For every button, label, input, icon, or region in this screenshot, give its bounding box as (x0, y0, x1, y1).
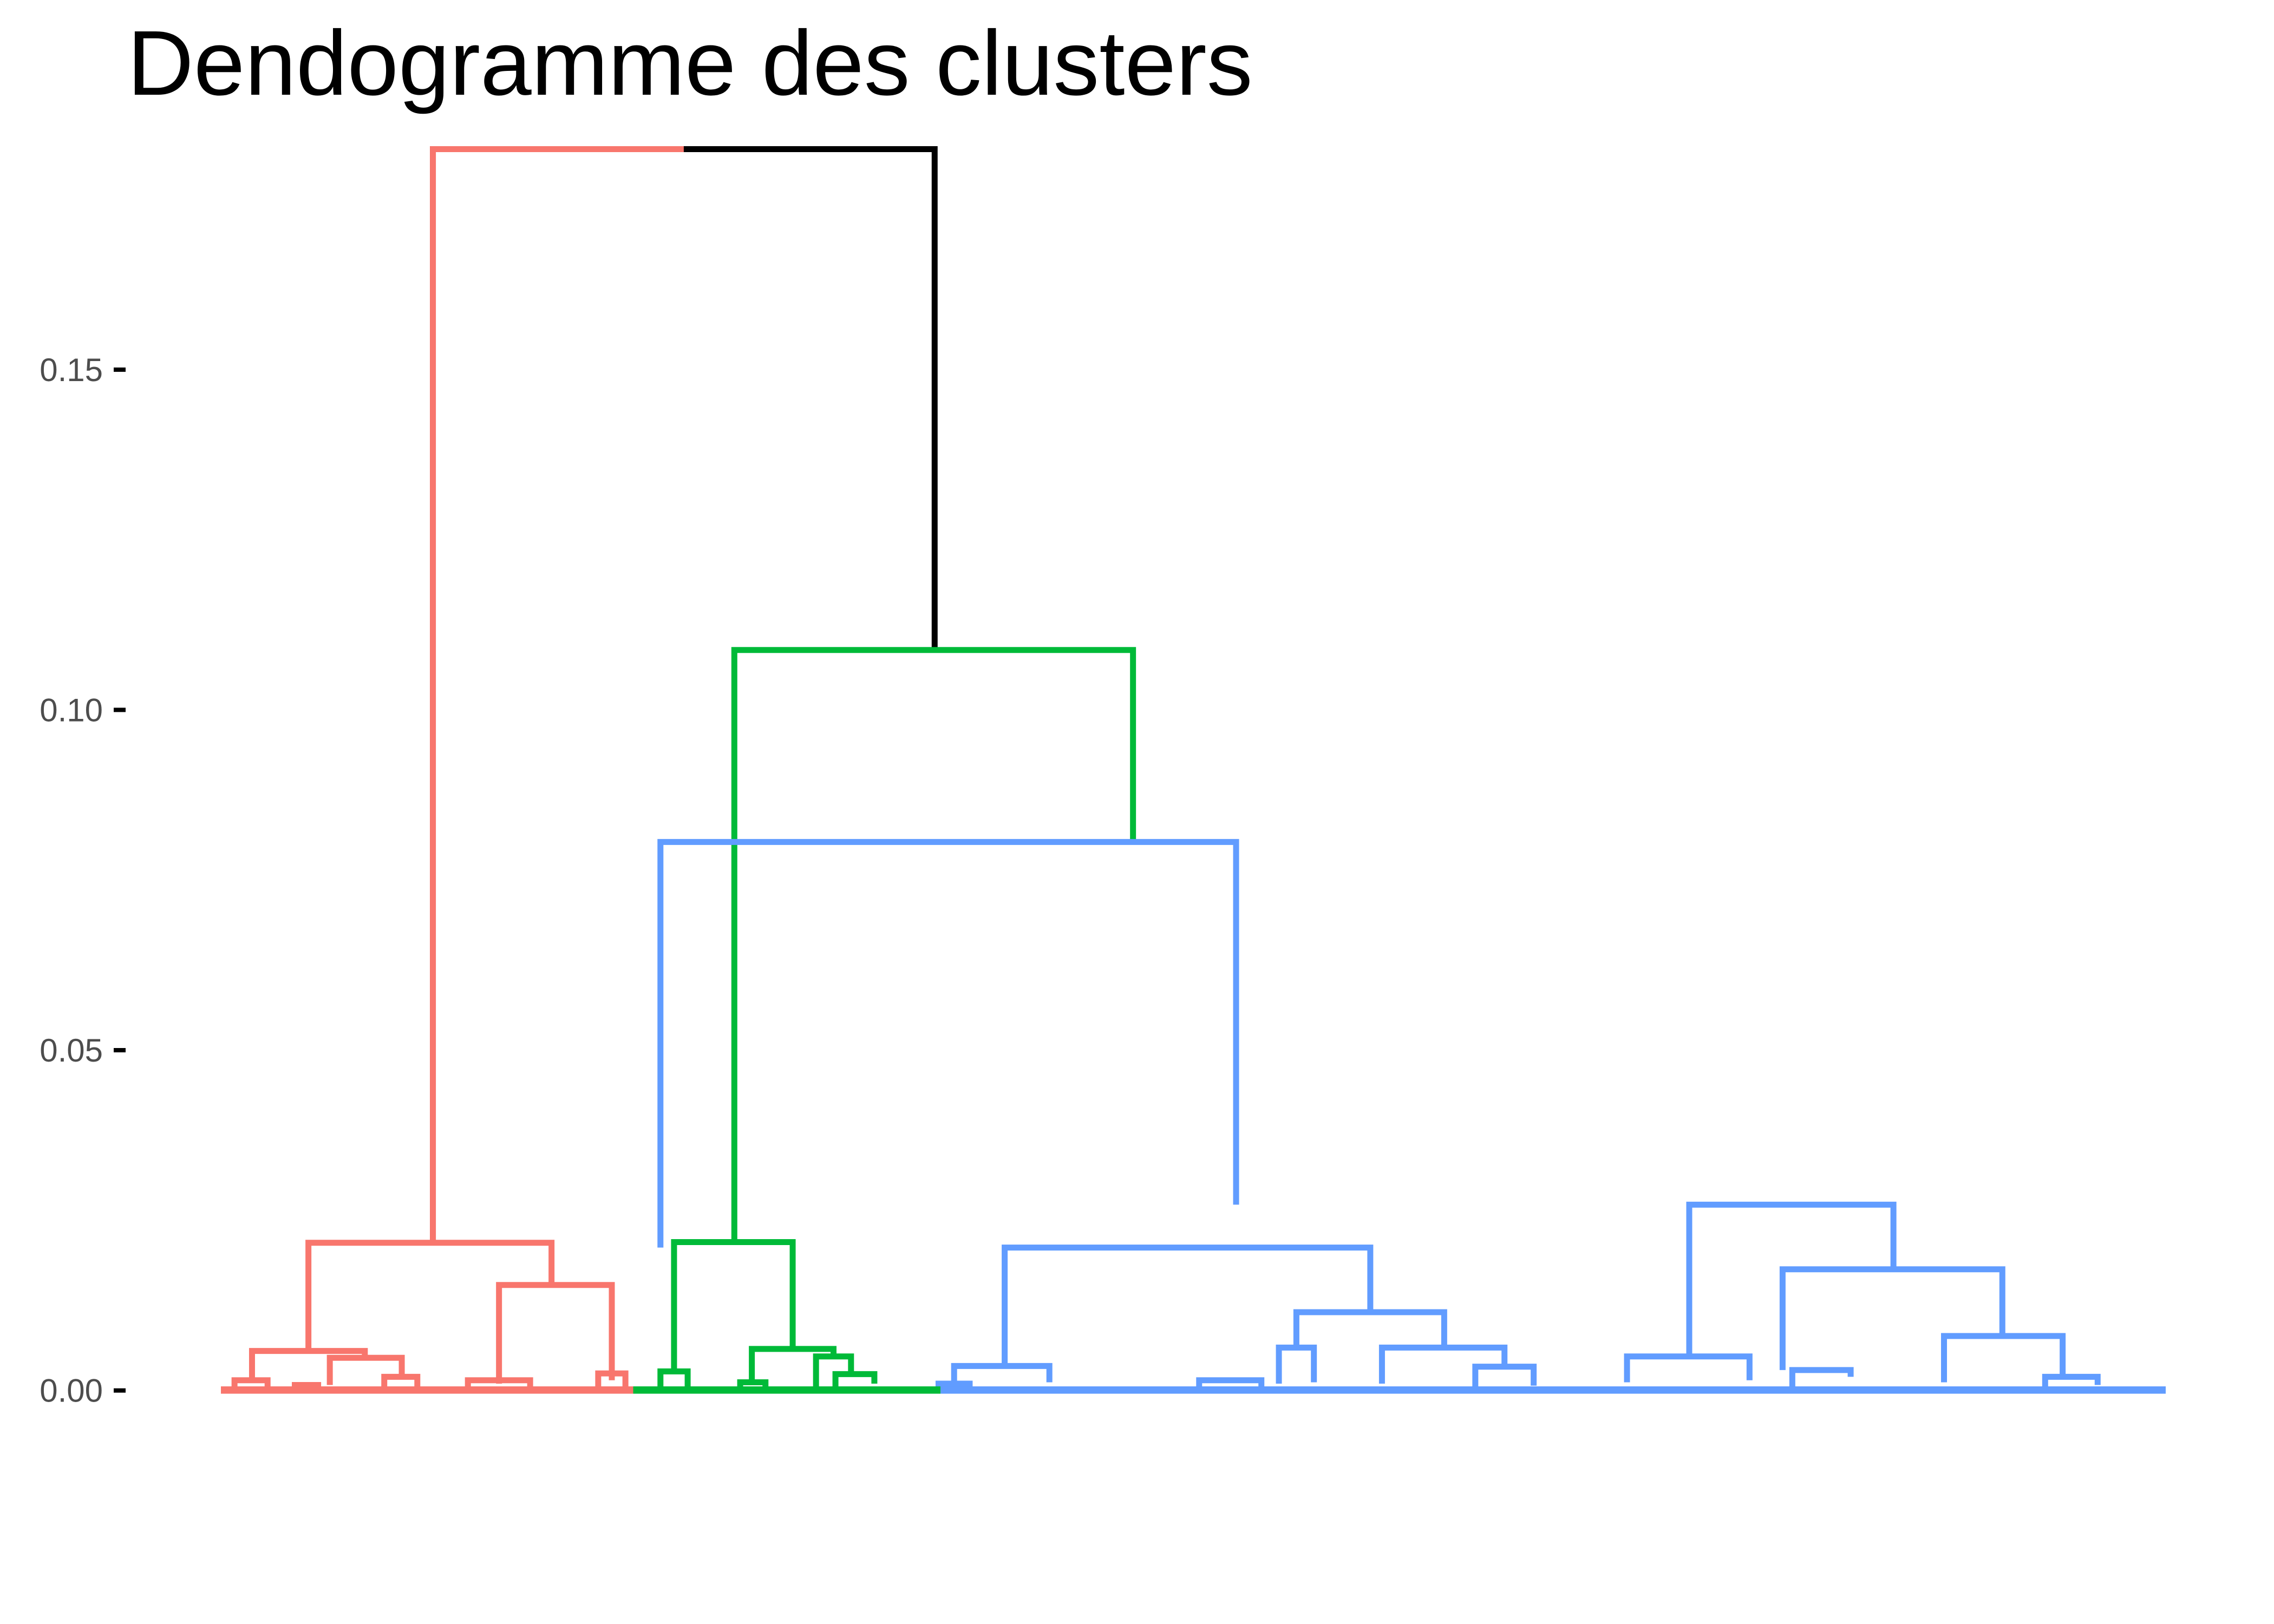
merge-link (1378, 1344, 1508, 1384)
merge-link (657, 839, 1239, 1248)
y-axis: 0.00 0.05 0.10 0.15 (40, 352, 126, 1409)
y-tick-label: 0.00 (40, 1373, 103, 1409)
y-tick-label: 0.10 (40, 692, 103, 728)
dendrogram-branches (221, 146, 2166, 1394)
y-tick-label: 0.05 (40, 1032, 103, 1069)
merge-link (832, 1371, 878, 1388)
merge-link (496, 1282, 615, 1384)
chart-title: Dendogramme des clusters (127, 12, 1253, 115)
root-left-link (430, 146, 684, 1243)
leaf-baseline (221, 1386, 633, 1394)
merge-link (1002, 1245, 1374, 1366)
merge-link (1293, 1309, 1447, 1348)
merge-link (813, 1353, 854, 1391)
merge-link (1472, 1364, 1537, 1387)
merge-link (1276, 1344, 1317, 1384)
root-merge-link (430, 146, 938, 1243)
merge-link (381, 1373, 421, 1389)
merge-link (1789, 1367, 1854, 1387)
merge-link (731, 647, 1136, 1242)
merge-link (1779, 1266, 2005, 1370)
merge-link (749, 1346, 837, 1383)
merge-link (305, 1240, 555, 1351)
merge-link (326, 1354, 405, 1385)
merge-link (465, 1377, 533, 1389)
merge-link (1941, 1333, 2066, 1383)
merge-link (1624, 1353, 1753, 1383)
merge-link (249, 1348, 368, 1380)
merge-link (595, 1370, 629, 1391)
y-tick-label: 0.15 (40, 352, 103, 388)
merge-link (657, 1368, 691, 1391)
merge-link (2042, 1373, 2101, 1388)
merge-link (671, 1239, 796, 1372)
merge-link (231, 1377, 271, 1391)
merge-link (1196, 1377, 1265, 1391)
leaf-baseline (940, 1386, 2166, 1394)
leaf-baseline (633, 1386, 941, 1394)
merge-link (1686, 1201, 1897, 1357)
merge-link (951, 1363, 1053, 1384)
